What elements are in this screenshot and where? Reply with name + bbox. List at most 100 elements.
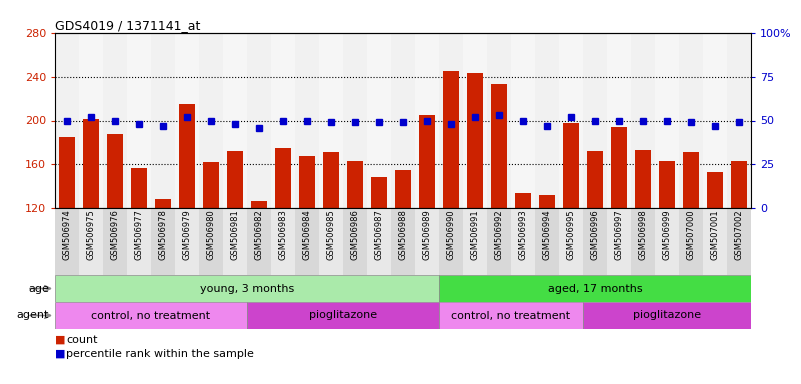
Bar (391, 33, 415, 208)
Bar (319, 208, 343, 275)
Text: GSM506984: GSM506984 (303, 209, 312, 260)
Bar (679, 33, 703, 208)
Bar (439, 275, 751, 302)
Bar (703, 208, 727, 275)
Text: GSM506988: GSM506988 (399, 209, 408, 260)
Text: pioglitazone: pioglitazone (309, 311, 377, 321)
Bar (347, 161, 364, 208)
Bar (251, 202, 268, 208)
Bar (511, 208, 535, 275)
Bar (367, 33, 391, 208)
Bar (439, 208, 463, 275)
Text: GSM506992: GSM506992 (494, 209, 504, 260)
Bar (443, 71, 460, 208)
Text: GSM506989: GSM506989 (422, 209, 432, 260)
Bar (395, 170, 412, 208)
Bar (107, 134, 123, 208)
Text: GSM506981: GSM506981 (231, 209, 239, 260)
Bar (514, 193, 531, 208)
Bar (103, 208, 127, 275)
Bar (439, 33, 463, 208)
Text: GSM507002: GSM507002 (735, 209, 743, 260)
Bar (367, 208, 391, 275)
Text: GSM506991: GSM506991 (470, 209, 480, 260)
Bar (631, 208, 655, 275)
Bar (731, 161, 747, 208)
Bar (415, 208, 439, 275)
Bar (55, 208, 79, 275)
Bar (79, 208, 103, 275)
Bar (55, 33, 79, 208)
Bar (127, 33, 151, 208)
Bar (463, 208, 487, 275)
Bar (271, 208, 295, 275)
Text: GSM506983: GSM506983 (279, 209, 288, 260)
Bar (583, 208, 607, 275)
Bar (199, 208, 223, 275)
Bar (79, 33, 103, 208)
Text: GSM506986: GSM506986 (351, 209, 360, 260)
Text: GSM506977: GSM506977 (135, 209, 143, 260)
Text: ■: ■ (55, 349, 66, 359)
Bar (607, 33, 631, 208)
Bar (175, 208, 199, 275)
Bar (419, 115, 436, 208)
Text: percentile rank within the sample: percentile rank within the sample (66, 349, 254, 359)
Text: aged, 17 months: aged, 17 months (548, 283, 642, 293)
Bar (179, 104, 195, 208)
Bar (103, 33, 127, 208)
Bar (271, 33, 295, 208)
Text: GSM506974: GSM506974 (62, 209, 71, 260)
Text: pioglitazone: pioglitazone (633, 311, 701, 321)
Text: GSM506976: GSM506976 (111, 209, 119, 260)
Text: GSM506990: GSM506990 (446, 209, 456, 260)
Bar (391, 208, 415, 275)
Text: GSM506993: GSM506993 (518, 209, 528, 260)
Text: count: count (66, 335, 98, 345)
Bar (727, 33, 751, 208)
Text: GSM506987: GSM506987 (375, 209, 384, 260)
Bar (55, 302, 247, 329)
Bar (610, 127, 627, 208)
Bar (199, 33, 223, 208)
Bar (559, 33, 583, 208)
Bar (463, 33, 487, 208)
Text: GSM506997: GSM506997 (614, 209, 623, 260)
Text: GDS4019 / 1371141_at: GDS4019 / 1371141_at (55, 19, 200, 32)
Bar (343, 208, 367, 275)
Text: GSM506985: GSM506985 (327, 209, 336, 260)
Bar (155, 199, 171, 208)
Text: GSM506975: GSM506975 (87, 209, 95, 260)
Bar (586, 151, 603, 208)
Bar (467, 73, 483, 208)
Bar (535, 33, 559, 208)
Bar (439, 302, 583, 329)
Text: GSM506979: GSM506979 (183, 209, 191, 260)
Bar (127, 208, 151, 275)
Bar (682, 152, 699, 208)
Bar (151, 208, 175, 275)
Text: age: age (28, 283, 49, 293)
Bar (703, 33, 727, 208)
Text: control, no treatment: control, no treatment (91, 311, 211, 321)
Bar (727, 208, 751, 275)
Bar (223, 208, 247, 275)
Bar (223, 33, 247, 208)
Bar (538, 195, 555, 208)
Bar (655, 33, 679, 208)
Text: GSM506999: GSM506999 (662, 209, 671, 260)
Bar (535, 208, 559, 275)
Bar (511, 33, 535, 208)
Bar (55, 275, 439, 302)
Bar (319, 33, 343, 208)
Bar (562, 122, 579, 208)
Bar (131, 167, 147, 208)
Text: ■: ■ (55, 335, 66, 345)
Text: GSM506998: GSM506998 (638, 209, 647, 260)
Bar (343, 33, 367, 208)
Bar (706, 172, 723, 208)
Bar (371, 177, 388, 208)
Bar (299, 156, 316, 208)
Bar (151, 33, 175, 208)
Bar (203, 162, 219, 208)
